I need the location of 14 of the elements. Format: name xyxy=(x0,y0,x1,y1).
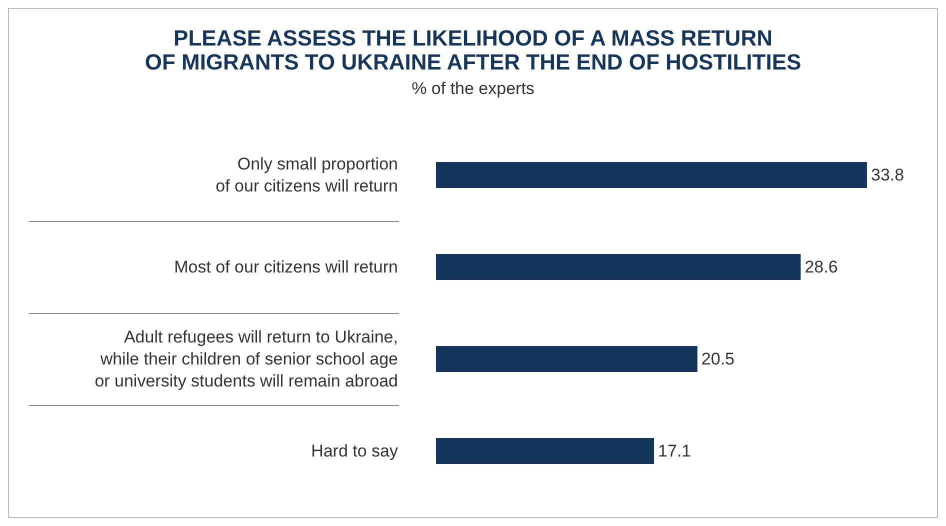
y-tick-label: Adult refugees will return to Ukraine, while their children of senior school age or university students will remain abroad xyxy=(94,328,398,390)
chart-title: PLEASE ASSESS THE LIKELIHOOD OF A MASS RETURN OF MIGRANTS TO UKRAINE AFTER THE END OF HOSTILITIES xyxy=(144,26,802,74)
chart-subtitle: % of the experts xyxy=(412,79,534,98)
bar xyxy=(436,254,801,280)
bar xyxy=(436,438,654,464)
y-tick-label: Hard to say xyxy=(311,442,398,460)
y-tick-label: Only small proportion of our citizens will return xyxy=(216,154,398,196)
data-label: 28.6 xyxy=(804,258,838,276)
data-label: 33.8 xyxy=(871,166,904,184)
data-label: 20.5 xyxy=(701,350,734,368)
bar xyxy=(436,346,698,372)
data-label: 17.1 xyxy=(658,442,692,460)
y-tick-label: Most of our citizens will return xyxy=(174,258,398,276)
bar xyxy=(436,162,867,188)
